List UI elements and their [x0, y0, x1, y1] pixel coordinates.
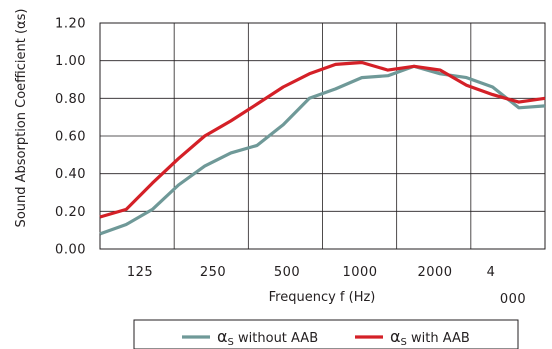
y-tick-label: 0.20	[55, 205, 86, 220]
legend-box	[133, 319, 519, 349]
y-tick-label: 0.00	[55, 243, 86, 258]
y-tick-label: 1.20	[55, 17, 86, 32]
x-tick-label: 500	[274, 265, 300, 280]
x-tick-label: 2000	[417, 265, 452, 280]
x-axis-tick-labels: 125 250 500 1000 2000 4 000	[127, 265, 526, 307]
x-tick-label: 125	[127, 265, 153, 280]
legend: αS without AAB αS with AAB	[133, 319, 519, 349]
y-axis-title: Sound Absorption Coefficient (αs)	[14, 9, 29, 228]
x-axis-title: Frequency f (Hz)	[269, 290, 376, 305]
grid	[100, 23, 545, 249]
series-lines	[99, 60, 546, 236]
series-line-with-aab	[99, 60, 546, 219]
x-tick-label: 000	[500, 292, 526, 307]
x-tick-label: 1000	[342, 265, 377, 280]
series-line-without-aab	[99, 64, 546, 236]
y-tick-label: 0.40	[55, 167, 86, 182]
y-tick-label: 0.60	[55, 130, 86, 145]
y-tick-label: 1.00	[55, 54, 86, 69]
plot-frame	[99, 22, 546, 250]
x-tick-label: 4	[487, 265, 496, 280]
y-tick-label: 0.80	[55, 92, 86, 107]
legend-entry-label: αS without AAB	[217, 327, 318, 348]
y-axis-tick-labels: 0.00 0.20 0.40 0.60 0.80 1.00 1.20	[55, 17, 86, 258]
legend-entry-label: αS with AAB	[390, 327, 470, 348]
x-tick-label: 250	[200, 265, 226, 280]
